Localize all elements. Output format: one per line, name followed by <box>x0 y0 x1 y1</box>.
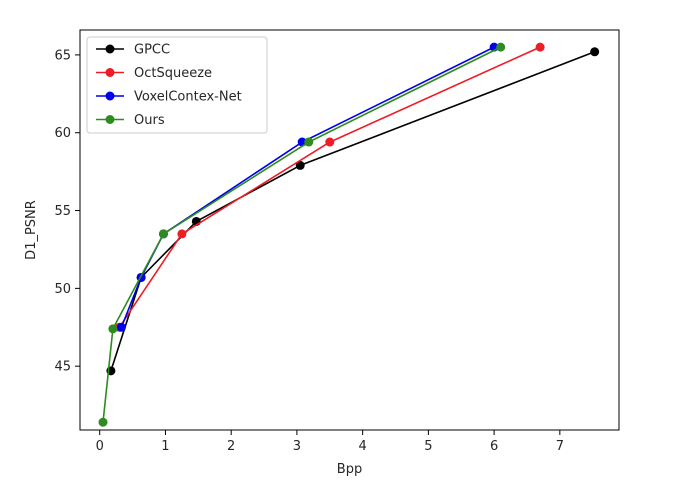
legend-item-ours: Ours <box>96 113 165 128</box>
data-point <box>108 324 118 334</box>
data-point <box>535 42 545 52</box>
legend-box <box>86 36 268 134</box>
legend-item-gpcc: GPCC <box>96 43 170 58</box>
legend-label: OctSqueeze <box>134 66 212 81</box>
x-tick-label: 5 <box>424 439 432 454</box>
x-axis-label: Bpp <box>337 462 362 477</box>
legend: GPCC OctSqueeze VoxelContex-Net Ours <box>86 36 268 134</box>
x-tick-label: 4 <box>359 439 367 454</box>
legend-marker <box>105 91 115 101</box>
y-axis-label: D1_PSNR <box>24 200 39 260</box>
series-layer <box>98 42 600 427</box>
legend-marker <box>105 115 115 124</box>
x-tick-label: 1 <box>161 439 169 454</box>
y-tick-label: 55 <box>54 204 71 219</box>
data-point <box>295 160 305 170</box>
x-tick-label: 3 <box>293 439 301 454</box>
legend-item-octsqueeze: OctSqueeze <box>96 66 212 81</box>
data-point <box>177 229 187 239</box>
x-tick-label: 2 <box>227 439 235 454</box>
x-tick-label: 0 <box>96 439 104 454</box>
data-point <box>98 417 108 427</box>
y-tick-label: 45 <box>54 360 71 375</box>
data-point <box>590 47 600 57</box>
y-tick-label: 65 <box>54 48 71 63</box>
y-tick-label: 60 <box>54 126 71 141</box>
x-tick-label: 7 <box>556 439 564 454</box>
data-point <box>304 137 314 147</box>
series-line <box>118 46 541 328</box>
legend-marker <box>105 68 115 77</box>
data-point <box>325 137 335 147</box>
legend-label: VoxelContex-Net <box>134 90 242 105</box>
plot-frame <box>79 29 620 431</box>
legend-label: GPCC <box>134 43 170 58</box>
data-point <box>496 42 506 52</box>
legend-item-voxelcontex-net: VoxelContex-Net <box>96 90 242 105</box>
y-tick-label: 50 <box>54 282 71 297</box>
legend-marker <box>105 44 115 54</box>
x-tick-label: 6 <box>490 439 498 454</box>
legend-label: Ours <box>134 113 165 128</box>
series-ours <box>98 42 506 427</box>
data-point <box>116 322 126 332</box>
data-point <box>158 229 168 239</box>
